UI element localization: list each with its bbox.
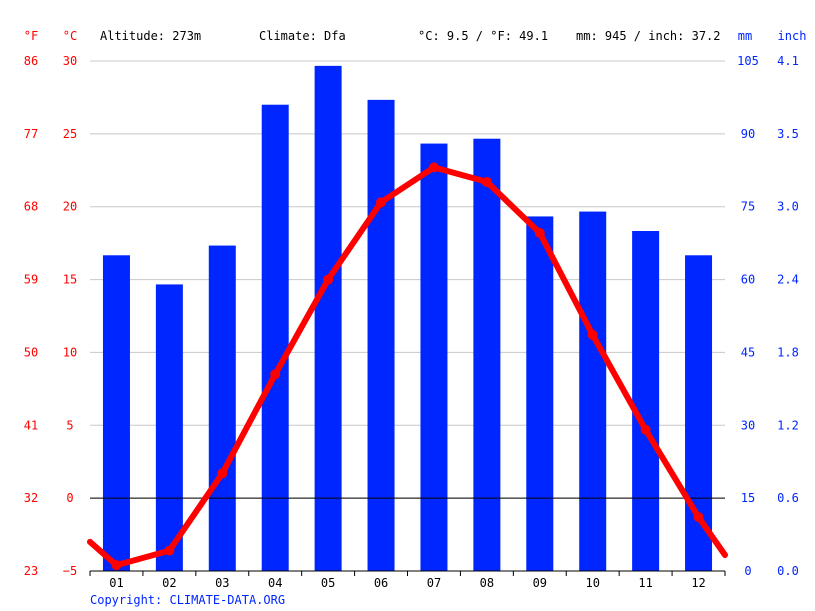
inch-tick-label: 4.1 <box>777 54 799 68</box>
celsius-tick-label: 10 <box>63 345 77 359</box>
altitude-label: Altitude: 273m <box>100 29 201 43</box>
celsius-tick-label: 25 <box>63 127 77 141</box>
fahrenheit-tick-label: 68 <box>24 200 38 214</box>
temperature-point <box>693 512 704 523</box>
celsius-tick-label: −5 <box>63 564 77 578</box>
grid-lines <box>90 60 725 572</box>
inch-tick-label: 1.8 <box>777 345 799 359</box>
mm-tick-label: 60 <box>741 273 755 287</box>
x-tick-label: 06 <box>374 576 388 590</box>
temperature-point <box>534 227 545 238</box>
temperature-point <box>640 424 651 435</box>
precipitation-bar <box>420 143 448 572</box>
copyright-link[interactable]: Copyright: CLIMATE-DATA.ORG <box>90 593 285 607</box>
precipitation-bars <box>102 65 713 572</box>
celsius-tick-label: 20 <box>63 200 77 214</box>
precipitation-bar <box>579 211 607 572</box>
celsius-tick-label: 30 <box>63 54 77 68</box>
temperature-line-layer <box>87 162 728 571</box>
fahrenheit-tick-label: 32 <box>24 491 38 505</box>
precipitation-bar <box>526 216 554 571</box>
mm-tick-label: 30 <box>741 418 755 432</box>
fahrenheit-tick-label: 41 <box>24 418 38 432</box>
fahrenheit-tick-label: 50 <box>24 345 38 359</box>
x-tick-label: 03 <box>215 576 229 590</box>
temperature-line <box>87 164 728 569</box>
fahrenheit-tick-label: 23 <box>24 564 38 578</box>
precipitation-bar <box>367 99 395 571</box>
x-tick-label: 09 <box>533 576 547 590</box>
mm-tick-label: 90 <box>741 127 755 141</box>
precipitation-bar <box>261 104 289 571</box>
average-temperature-label: °C: 9.5 / °F: 49.1 <box>418 29 548 43</box>
precipitation-bar <box>685 255 713 572</box>
inch-tick-label: 0.6 <box>777 491 799 505</box>
temperature-point <box>270 369 281 380</box>
mm-tick-label: 45 <box>741 345 755 359</box>
precipitation-bar <box>208 245 236 572</box>
x-tick-label: 12 <box>691 576 705 590</box>
celsius-tick-label: 15 <box>63 273 77 287</box>
precipitation-bar <box>632 231 660 571</box>
temperature-point <box>587 329 598 340</box>
mm-tick-label: 15 <box>741 491 755 505</box>
temperature-point <box>164 545 175 556</box>
precipitation-bar <box>155 284 183 571</box>
inch-tick-label: 3.5 <box>777 127 799 141</box>
fahrenheit-tick-label: 59 <box>24 273 38 287</box>
temperature-point <box>481 176 492 187</box>
x-tick-label: 07 <box>427 576 441 590</box>
celsius-tick-label: 5 <box>66 418 73 432</box>
inch-unit-label: inch <box>778 29 807 43</box>
inch-tick-label: 2.4 <box>777 273 799 287</box>
x-tick-label: 11 <box>638 576 652 590</box>
fahrenheit-unit-label: °F <box>24 29 38 43</box>
x-tick-label: 05 <box>321 576 335 590</box>
temperature-point <box>428 162 439 173</box>
mm-tick-label: 105 <box>737 54 759 68</box>
celsius-tick-label: 0 <box>66 491 73 505</box>
temperature-point <box>217 468 228 479</box>
inch-tick-label: 3.0 <box>777 200 799 214</box>
mm-tick-label: 75 <box>741 200 755 214</box>
climate-label: Climate: Dfa <box>259 29 346 43</box>
x-tick-label: 04 <box>268 576 282 590</box>
inch-tick-label: 0.0 <box>777 564 799 578</box>
total-precipitation-label: mm: 945 / inch: 37.2 <box>576 29 721 43</box>
fahrenheit-tick-label: 77 <box>24 127 38 141</box>
mm-tick-label: 0 <box>744 564 751 578</box>
x-tick-label: 01 <box>109 576 123 590</box>
axis-layer: 01 02 03 04 05 06 07 08 09 10 11 128677685950413223… <box>24 54 799 590</box>
x-tick-label: 10 <box>585 576 599 590</box>
inch-tick-label: 1.2 <box>777 418 799 432</box>
precipitation-bar <box>314 65 342 571</box>
temperature-point <box>376 197 387 208</box>
temperature-point <box>323 274 334 285</box>
mm-unit-label: mm <box>738 29 752 43</box>
x-tick-label: 02 <box>162 576 176 590</box>
precipitation-bar <box>473 138 501 571</box>
celsius-unit-label: °C <box>63 29 77 43</box>
x-tick-label: 08 <box>480 576 494 590</box>
temperature-point <box>111 560 122 571</box>
fahrenheit-tick-label: 86 <box>24 54 38 68</box>
precipitation-bar <box>102 255 130 572</box>
